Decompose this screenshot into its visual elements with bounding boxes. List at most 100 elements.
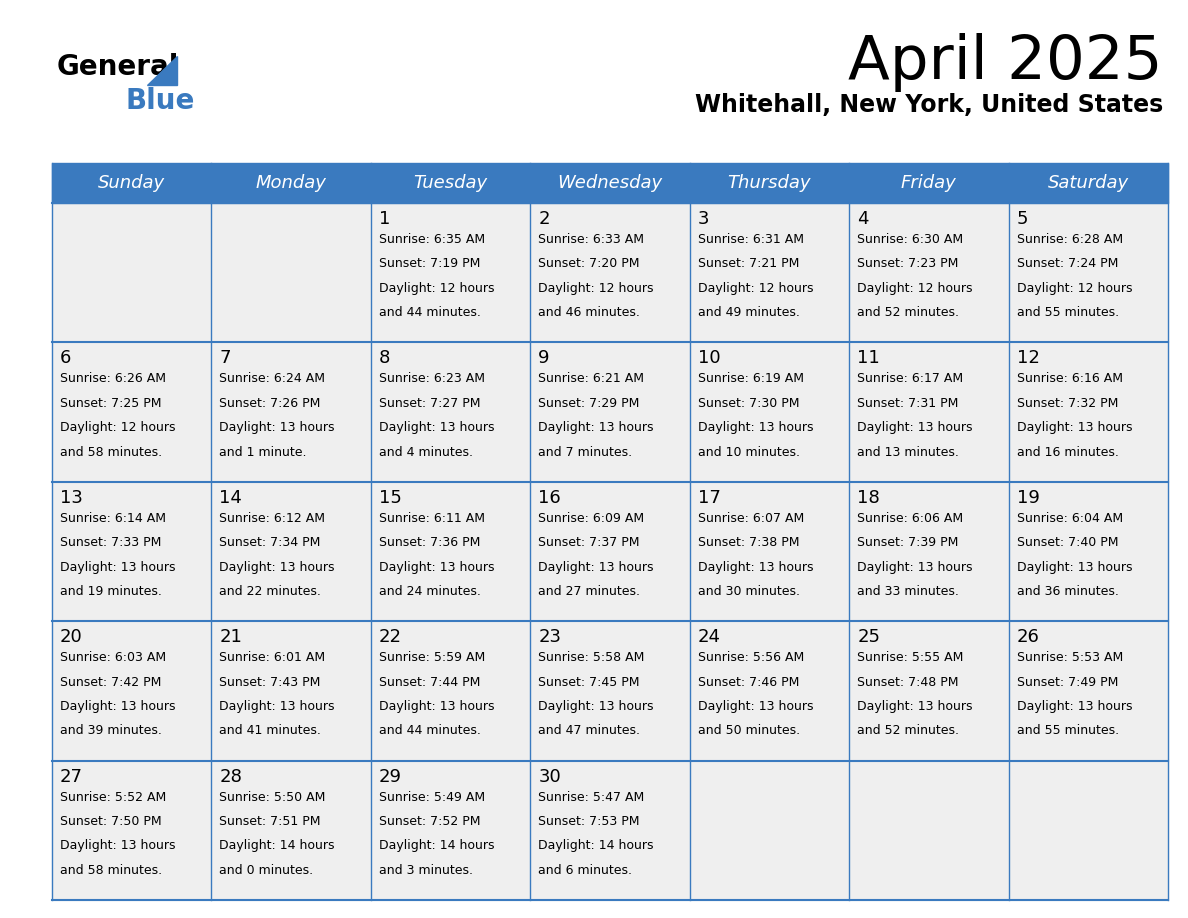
Text: and 3 minutes.: and 3 minutes. xyxy=(379,864,473,877)
Text: Daylight: 13 hours: Daylight: 13 hours xyxy=(61,839,176,853)
Text: Sunset: 7:39 PM: Sunset: 7:39 PM xyxy=(858,536,959,549)
Bar xyxy=(849,761,1009,900)
Text: Sunset: 7:37 PM: Sunset: 7:37 PM xyxy=(538,536,640,549)
Text: Sunset: 7:40 PM: Sunset: 7:40 PM xyxy=(1017,536,1118,549)
Text: Daylight: 13 hours: Daylight: 13 hours xyxy=(61,561,176,574)
Text: Sunset: 7:34 PM: Sunset: 7:34 PM xyxy=(220,536,321,549)
Text: and 24 minutes.: and 24 minutes. xyxy=(379,585,481,598)
Text: and 46 minutes.: and 46 minutes. xyxy=(538,307,640,319)
Text: Sunrise: 6:24 AM: Sunrise: 6:24 AM xyxy=(220,373,326,386)
Text: Daylight: 12 hours: Daylight: 12 hours xyxy=(1017,282,1132,295)
Text: Sunset: 7:33 PM: Sunset: 7:33 PM xyxy=(61,536,162,549)
Text: Sunrise: 6:14 AM: Sunrise: 6:14 AM xyxy=(61,512,166,525)
Text: Daylight: 12 hours: Daylight: 12 hours xyxy=(538,282,653,295)
Text: Daylight: 13 hours: Daylight: 13 hours xyxy=(1017,421,1132,434)
Text: and 41 minutes.: and 41 minutes. xyxy=(220,724,321,737)
Text: Sunset: 7:19 PM: Sunset: 7:19 PM xyxy=(379,257,480,271)
Text: Sunrise: 6:12 AM: Sunrise: 6:12 AM xyxy=(220,512,326,525)
Text: General: General xyxy=(57,53,179,81)
Text: Sunset: 7:29 PM: Sunset: 7:29 PM xyxy=(538,397,639,409)
Bar xyxy=(690,342,849,482)
Bar xyxy=(52,342,211,482)
Text: 2: 2 xyxy=(538,210,550,228)
Text: Sunrise: 5:50 AM: Sunrise: 5:50 AM xyxy=(220,790,326,803)
Text: Sunrise: 6:19 AM: Sunrise: 6:19 AM xyxy=(697,373,804,386)
Text: 1: 1 xyxy=(379,210,390,228)
Text: 27: 27 xyxy=(61,767,83,786)
Text: Daylight: 14 hours: Daylight: 14 hours xyxy=(220,839,335,853)
Bar xyxy=(371,203,530,342)
Text: Sunday: Sunday xyxy=(99,174,165,192)
Text: Sunrise: 5:55 AM: Sunrise: 5:55 AM xyxy=(858,651,963,665)
Bar xyxy=(530,761,690,900)
Bar xyxy=(530,203,690,342)
Text: Daylight: 12 hours: Daylight: 12 hours xyxy=(858,282,973,295)
Text: Thursday: Thursday xyxy=(728,174,811,192)
Text: Daylight: 13 hours: Daylight: 13 hours xyxy=(61,700,176,713)
Text: Monday: Monday xyxy=(255,174,327,192)
Text: Sunrise: 6:03 AM: Sunrise: 6:03 AM xyxy=(61,651,166,665)
Bar xyxy=(371,342,530,482)
Text: Sunset: 7:44 PM: Sunset: 7:44 PM xyxy=(379,676,480,688)
Bar xyxy=(1009,482,1168,621)
Text: Sunset: 7:23 PM: Sunset: 7:23 PM xyxy=(858,257,959,271)
Text: Sunset: 7:38 PM: Sunset: 7:38 PM xyxy=(697,536,800,549)
Text: and 16 minutes.: and 16 minutes. xyxy=(1017,445,1118,459)
Text: Daylight: 13 hours: Daylight: 13 hours xyxy=(220,561,335,574)
Text: Sunrise: 6:35 AM: Sunrise: 6:35 AM xyxy=(379,233,485,246)
Text: and 4 minutes.: and 4 minutes. xyxy=(379,445,473,459)
Text: Sunset: 7:52 PM: Sunset: 7:52 PM xyxy=(379,815,480,828)
Text: Sunset: 7:31 PM: Sunset: 7:31 PM xyxy=(858,397,959,409)
Text: and 7 minutes.: and 7 minutes. xyxy=(538,445,632,459)
Bar xyxy=(1009,342,1168,482)
Text: Daylight: 13 hours: Daylight: 13 hours xyxy=(220,700,335,713)
Text: 5: 5 xyxy=(1017,210,1028,228)
Text: Tuesday: Tuesday xyxy=(413,174,487,192)
Text: 22: 22 xyxy=(379,628,402,646)
Bar xyxy=(690,203,849,342)
Bar xyxy=(1009,621,1168,761)
Text: Sunset: 7:45 PM: Sunset: 7:45 PM xyxy=(538,676,640,688)
Text: 23: 23 xyxy=(538,628,561,646)
Text: 17: 17 xyxy=(697,488,721,507)
Bar xyxy=(211,342,371,482)
Text: Sunrise: 5:49 AM: Sunrise: 5:49 AM xyxy=(379,790,485,803)
Text: Daylight: 13 hours: Daylight: 13 hours xyxy=(379,561,494,574)
Bar xyxy=(530,621,690,761)
Text: and 22 minutes.: and 22 minutes. xyxy=(220,585,321,598)
Text: Daylight: 13 hours: Daylight: 13 hours xyxy=(379,700,494,713)
Text: and 55 minutes.: and 55 minutes. xyxy=(1017,724,1119,737)
Text: Sunrise: 6:23 AM: Sunrise: 6:23 AM xyxy=(379,373,485,386)
Text: Sunrise: 6:07 AM: Sunrise: 6:07 AM xyxy=(697,512,804,525)
Text: and 33 minutes.: and 33 minutes. xyxy=(858,585,959,598)
Text: Sunset: 7:26 PM: Sunset: 7:26 PM xyxy=(220,397,321,409)
Text: Daylight: 13 hours: Daylight: 13 hours xyxy=(538,700,653,713)
Text: 10: 10 xyxy=(697,350,720,367)
Text: 19: 19 xyxy=(1017,488,1040,507)
Text: 29: 29 xyxy=(379,767,402,786)
Text: and 1 minute.: and 1 minute. xyxy=(220,445,307,459)
Bar xyxy=(211,621,371,761)
Text: Daylight: 12 hours: Daylight: 12 hours xyxy=(379,282,494,295)
Text: and 0 minutes.: and 0 minutes. xyxy=(220,864,314,877)
Text: and 10 minutes.: and 10 minutes. xyxy=(697,445,800,459)
Text: Daylight: 13 hours: Daylight: 13 hours xyxy=(1017,700,1132,713)
Text: 16: 16 xyxy=(538,488,561,507)
Text: and 47 minutes.: and 47 minutes. xyxy=(538,724,640,737)
Text: Saturday: Saturday xyxy=(1048,174,1129,192)
Text: 6: 6 xyxy=(61,350,71,367)
Text: Whitehall, New York, United States: Whitehall, New York, United States xyxy=(695,93,1163,117)
Bar xyxy=(1009,761,1168,900)
Bar xyxy=(371,621,530,761)
Text: Sunset: 7:30 PM: Sunset: 7:30 PM xyxy=(697,397,800,409)
Bar xyxy=(690,621,849,761)
Bar xyxy=(849,621,1009,761)
Text: Sunrise: 5:53 AM: Sunrise: 5:53 AM xyxy=(1017,651,1123,665)
Text: 12: 12 xyxy=(1017,350,1040,367)
Text: Daylight: 14 hours: Daylight: 14 hours xyxy=(538,839,653,853)
Text: 8: 8 xyxy=(379,350,390,367)
Text: Daylight: 12 hours: Daylight: 12 hours xyxy=(61,421,176,434)
Text: 9: 9 xyxy=(538,350,550,367)
Text: Sunrise: 6:21 AM: Sunrise: 6:21 AM xyxy=(538,373,644,386)
Bar xyxy=(530,482,690,621)
